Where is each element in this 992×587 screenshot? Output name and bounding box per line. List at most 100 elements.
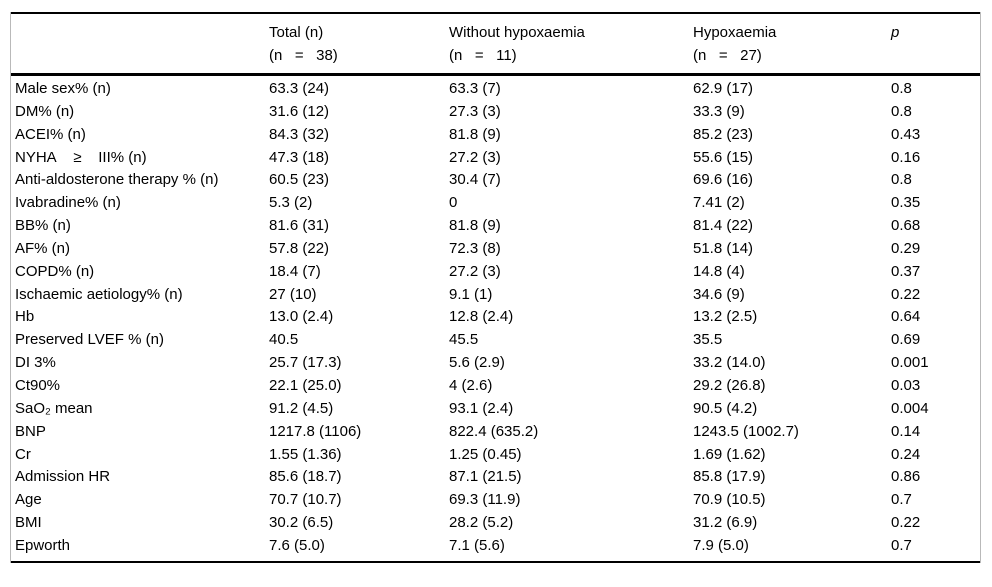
row-label-cell: Epworth (15, 536, 71, 554)
p-value-cell: 0.8 (891, 80, 912, 97)
table-row: Ischaemic aetiology% (n) 27 (10) 9.1 (1) 34… (11, 284, 980, 307)
column-header-sub: (n = 38) (269, 47, 338, 64)
row-label-cell: Cr (15, 445, 31, 463)
row-label-cell: DM% (n) (15, 102, 75, 120)
p-value-cell: 0.64 (891, 308, 921, 326)
without-hypoxaemia-value-cell: 822.4 (635.2) (449, 422, 539, 440)
hypoxaemia-value-cell: 85.2 (23) (693, 125, 754, 143)
hypoxaemia-value-cell: 90.5 (4.2) (693, 399, 758, 417)
total-value-cell: 70.7 (10.7) (269, 491, 342, 509)
p-value-cell: 0.14 (891, 422, 921, 440)
without-hypoxaemia-value-cell: 27.2 (3) (449, 262, 501, 280)
row-label-cell: BB% (n) (15, 217, 71, 235)
column-header-total: Total (n) (n = 38) (269, 12, 449, 76)
table-row: AF% (n) 57.8 (22) 72.3 (8) 51.8 (14) 0.29 (11, 238, 980, 261)
hypoxaemia-value-cell: 33.2 (14.0) (693, 354, 766, 372)
total-value-cell: 57.8 (22) (269, 239, 330, 257)
row-label-cell: NYHA ≥ III% (n) (15, 148, 147, 166)
table-row: DM% (n) 31.6 (12) 27.3 (3) 33.3 (9) 0.8 (11, 101, 980, 124)
total-value-cell: 31.6 (12) (269, 102, 330, 120)
p-value-cell: 0.43 (891, 125, 921, 143)
table-header: Total (n) (n = 38) Without hypoxaemia (n… (11, 12, 980, 76)
hypoxaemia-value-cell: 81.4 (22) (693, 217, 754, 235)
table-row: Hb 13.0 (2.4) 12.8 (2.4) 13.2 (2.5) 0.64 (11, 306, 980, 329)
total-value-cell: 5.3 (2) (269, 194, 313, 212)
p-value-cell: 0.004 (891, 399, 929, 417)
total-value-cell: 27 (10) (269, 285, 317, 303)
p-value-cell: 0.68 (891, 217, 921, 235)
row-label-cell: BMI (15, 514, 42, 532)
p-value-cell: 0.35 (891, 194, 921, 212)
row-label-cell: Male sex% (n) (15, 80, 111, 97)
table-row: BNP 1217.8 (1106) 822.4 (635.2) 1243.5 (100… (11, 421, 980, 444)
row-label-cell: Hb (15, 308, 35, 326)
without-hypoxaemia-value-cell: 7.1 (5.6) (449, 536, 505, 554)
hypoxaemia-value-cell: 51.8 (14) (693, 239, 754, 257)
p-value-cell: 0.24 (891, 445, 921, 463)
header-row: Total (n) (n = 38) Without hypoxaemia (n… (11, 12, 980, 76)
hypoxaemia-value-cell: 70.9 (10.5) (693, 491, 766, 509)
without-hypoxaemia-value-cell: 69.3 (11.9) (449, 491, 521, 509)
row-label-cell: Anti-aldosterone therapy % (n) (15, 171, 219, 189)
column-header-parameter (11, 12, 269, 76)
table-body: Male sex% (n) 63.3 (24) 63.3 (7) 62.9 (17) 0… (11, 75, 980, 562)
table-row: NYHA ≥ III% (n) 47.3 (18) 27.2 (3) 55.6 (15… (11, 147, 980, 170)
column-header-label: Total (n) (269, 24, 324, 41)
table-row: Age 70.7 (10.7) 69.3 (11.9) 70.9 (10.5) 0.7 (11, 489, 980, 512)
p-value-cell: 0.8 (891, 102, 912, 120)
hypoxaemia-value-cell: 7.41 (2) (693, 194, 745, 212)
column-header-sub: (n = 27) (693, 47, 762, 64)
without-hypoxaemia-value-cell: 30.4 (7) (449, 171, 501, 189)
table-row: Preserved LVEF % (n) 40.5 45.5 35.5 0.69 (11, 329, 980, 352)
total-value-cell: 22.1 (25.0) (269, 376, 342, 394)
total-value-cell: 60.5 (23) (269, 171, 330, 189)
without-hypoxaemia-value-cell: 9.1 (1) (449, 285, 493, 303)
column-header-label: p (891, 24, 900, 41)
table-row: Male sex% (n) 63.3 (24) 63.3 (7) 62.9 (17) 0… (11, 75, 980, 101)
total-value-cell: 40.5 (269, 331, 299, 349)
without-hypoxaemia-value-cell: 4 (2.6) (449, 376, 493, 394)
table-row: Admission HR 85.6 (18.7) 87.1 (21.5) 85.8 (… (11, 466, 980, 489)
p-value-cell: 0.37 (891, 262, 921, 280)
total-value-cell: 7.6 (5.0) (269, 536, 325, 554)
without-hypoxaemia-value-cell: 12.8 (2.4) (449, 308, 514, 326)
p-value-cell: 0.86 (891, 468, 921, 486)
column-header-label: Hypoxaemia (693, 24, 777, 41)
table-row: Cr 1.55 (1.36) 1.25 (0.45) 1.69 (1.62) 0.24 (11, 444, 980, 467)
table-row: ACEI% (n) 84.3 (32) 81.8 (9) 85.2 (23) 0.43 (11, 124, 980, 147)
without-hypoxaemia-value-cell: 81.8 (9) (449, 125, 501, 143)
p-value-cell: 0.16 (891, 148, 921, 166)
total-value-cell: 30.2 (6.5) (269, 514, 334, 532)
row-label-cell: BNP (15, 422, 46, 440)
row-label-cell: Ct90% (15, 376, 61, 394)
without-hypoxaemia-value-cell: 81.8 (9) (449, 217, 501, 235)
hypoxaemia-value-cell: 35.5 (693, 331, 723, 349)
hypoxaemia-value-cell: 14.8 (4) (693, 262, 745, 280)
without-hypoxaemia-value-cell: 72.3 (8) (449, 239, 501, 257)
hypoxaemia-value-cell: 7.9 (5.0) (693, 536, 749, 554)
total-value-cell: 63.3 (24) (269, 80, 330, 97)
row-label-cell: Age (15, 491, 42, 509)
table-row: BMI 30.2 (6.5) 28.2 (5.2) 31.2 (6.9) 0.22 (11, 512, 980, 535)
table-row: Anti-aldosterone therapy % (n) 60.5 (23) 3… (11, 169, 980, 192)
without-hypoxaemia-value-cell: 45.5 (449, 331, 479, 349)
table-row: Ivabradine% (n) 5.3 (2) 0 7.41 (2) 0.35 (11, 192, 980, 215)
table-row: DI 3% 25.7 (17.3) 5.6 (2.9) 33.2 (14.0) 0.00… (11, 352, 980, 375)
row-label-cell: Admission HR (15, 468, 111, 486)
p-value-cell: 0.22 (891, 285, 921, 303)
without-hypoxaemia-value-cell: 63.3 (7) (449, 80, 501, 97)
row-label-cell: AF% (n) (15, 239, 71, 257)
hypoxaemia-value-cell: 55.6 (15) (693, 148, 754, 166)
column-header-sub: (n = 11) (449, 47, 517, 64)
total-value-cell: 25.7 (17.3) (269, 354, 342, 372)
hypoxaemia-value-cell: 33.3 (9) (693, 102, 745, 120)
total-value-cell: 1217.8 (1106) (269, 422, 362, 440)
total-value-cell: 91.2 (4.5) (269, 399, 334, 417)
hypoxaemia-value-cell: 1.69 (1.62) (693, 445, 766, 463)
without-hypoxaemia-value-cell: 0 (449, 194, 458, 212)
without-hypoxaemia-value-cell: 28.2 (5.2) (449, 514, 514, 532)
hypoxaemia-value-cell: 29.2 (26.8) (693, 376, 766, 394)
p-value-cell: 0.22 (891, 514, 921, 532)
total-value-cell: 81.6 (31) (269, 217, 330, 235)
hypoxaemia-value-cell: 85.8 (17.9) (693, 468, 766, 486)
